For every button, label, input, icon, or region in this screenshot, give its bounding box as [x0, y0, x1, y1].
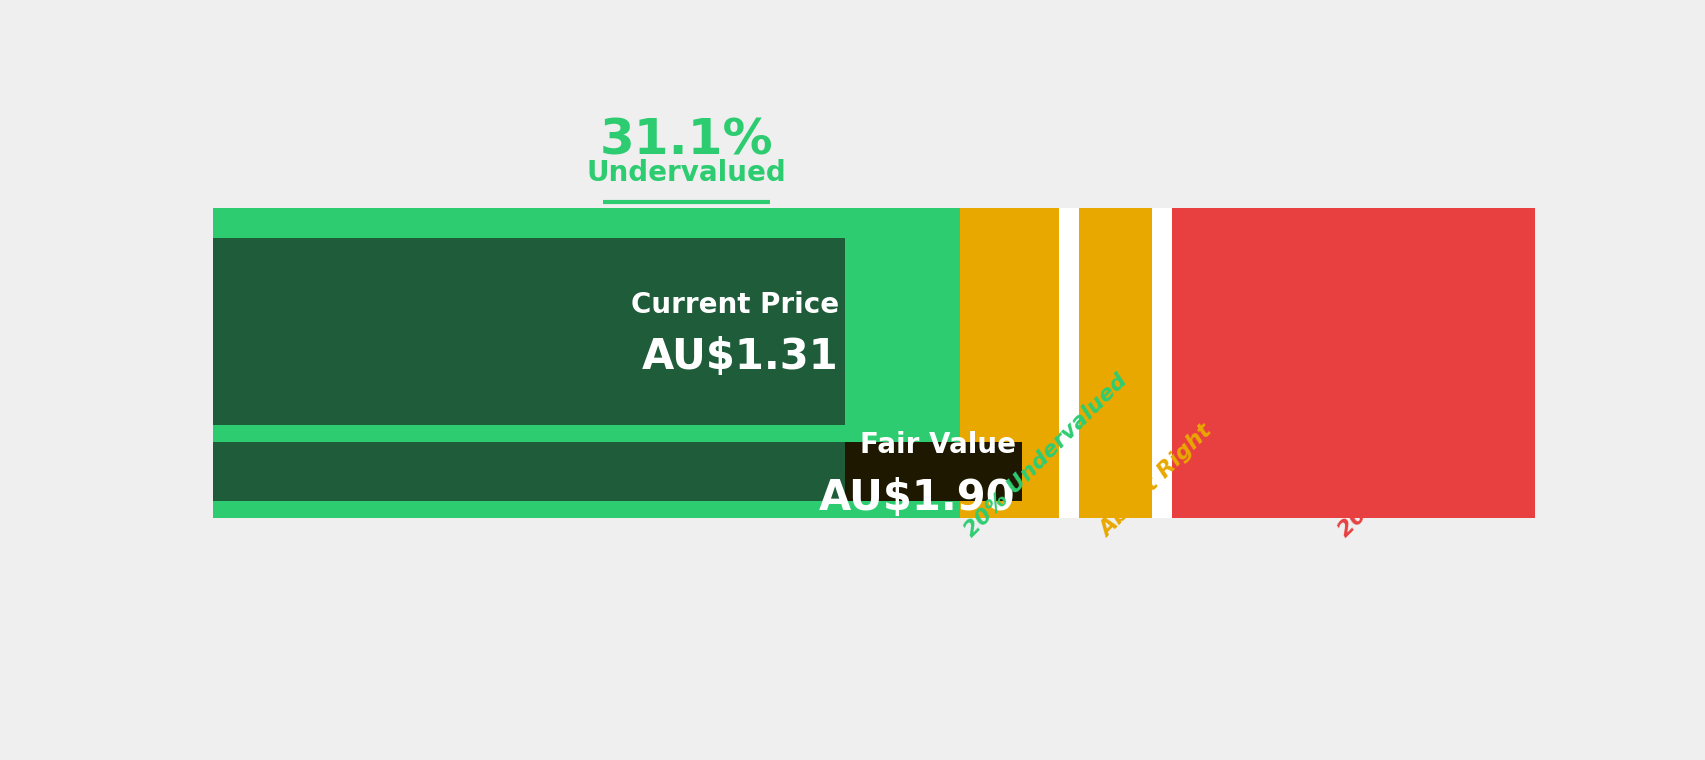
Text: 20% Undervalued: 20% Undervalued: [960, 371, 1130, 541]
Text: Undervalued: Undervalued: [587, 159, 786, 187]
Text: Current Price: Current Price: [631, 291, 839, 318]
Bar: [213, 208, 960, 518]
Text: About Right: About Right: [1096, 421, 1216, 541]
Text: 31.1%: 31.1%: [600, 117, 772, 165]
Text: 20% Overvalued: 20% Overvalued: [1333, 382, 1492, 541]
Bar: [1151, 208, 1171, 518]
Text: AU$1.90: AU$1.90: [818, 477, 1014, 519]
Bar: [844, 442, 1021, 501]
Bar: [1059, 208, 1079, 518]
Bar: [213, 442, 960, 501]
Bar: [960, 208, 1059, 518]
Bar: [1171, 208, 1534, 518]
Text: Fair Value: Fair Value: [859, 431, 1014, 459]
Text: AU$1.31: AU$1.31: [641, 337, 839, 378]
Bar: [213, 237, 844, 425]
Bar: [1079, 208, 1151, 518]
